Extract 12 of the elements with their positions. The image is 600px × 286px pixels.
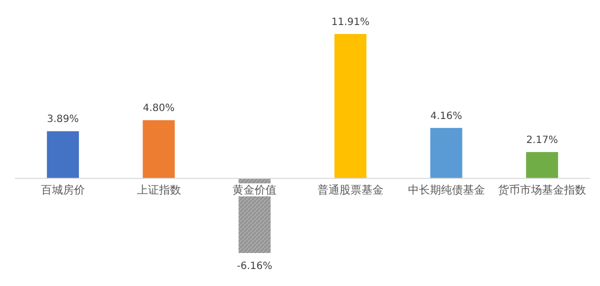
x-tick-label: 上证指数: [136, 183, 181, 196]
data-label: 11.91%: [331, 17, 370, 28]
x-tick-label: 百城房价: [40, 183, 85, 196]
x-tick-label: 中长期纯债基金: [408, 183, 485, 196]
data-label: 3.89%: [47, 114, 79, 126]
x-tick-label: 货币市场基金指数: [498, 183, 586, 196]
data-label: 2.17%: [526, 135, 558, 146]
data-label: -6.16%: [236, 261, 272, 272]
data-label: 4.80%: [142, 103, 175, 114]
x-tick-label: 黄金价值: [232, 183, 277, 196]
data-label: 4.16%: [430, 110, 462, 122]
x-tick-label: 普通股票基金: [317, 183, 384, 196]
